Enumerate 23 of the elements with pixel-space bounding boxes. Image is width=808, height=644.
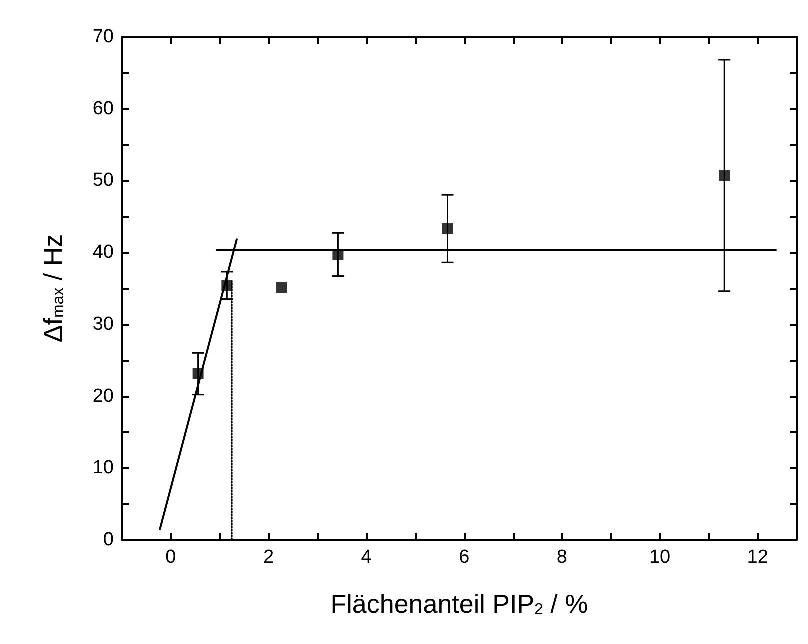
y-tick-label: 60 bbox=[92, 98, 114, 120]
point bbox=[222, 280, 233, 292]
x-axis-title: Flächenanteil PIP2 / % bbox=[330, 589, 588, 619]
x-tick-label: 0 bbox=[166, 547, 176, 568]
point bbox=[332, 249, 344, 260]
y-tick-label: 40 bbox=[92, 242, 114, 264]
point bbox=[276, 282, 288, 294]
y-axis-title: Δfmax / Hz bbox=[38, 234, 68, 343]
y-tick-label: 0 bbox=[103, 530, 114, 550]
x-tick-label: 8 bbox=[556, 547, 568, 568]
x-tick-label: 6 bbox=[459, 547, 470, 568]
y-tick-label: 20 bbox=[92, 386, 114, 407]
point bbox=[719, 170, 730, 182]
point bbox=[442, 223, 454, 234]
point bbox=[192, 368, 204, 380]
x-tick-label: 2 bbox=[263, 547, 274, 568]
y-tick-label: 30 bbox=[92, 314, 114, 335]
x-tick-label: 12 bbox=[747, 547, 768, 568]
x-tick-label: 4 bbox=[361, 547, 372, 568]
x-tick-label: 10 bbox=[649, 547, 671, 568]
y-tick-label: 70 bbox=[92, 26, 114, 48]
y-tick-label: 50 bbox=[92, 170, 114, 192]
y-tick-label: 10 bbox=[92, 458, 114, 479]
